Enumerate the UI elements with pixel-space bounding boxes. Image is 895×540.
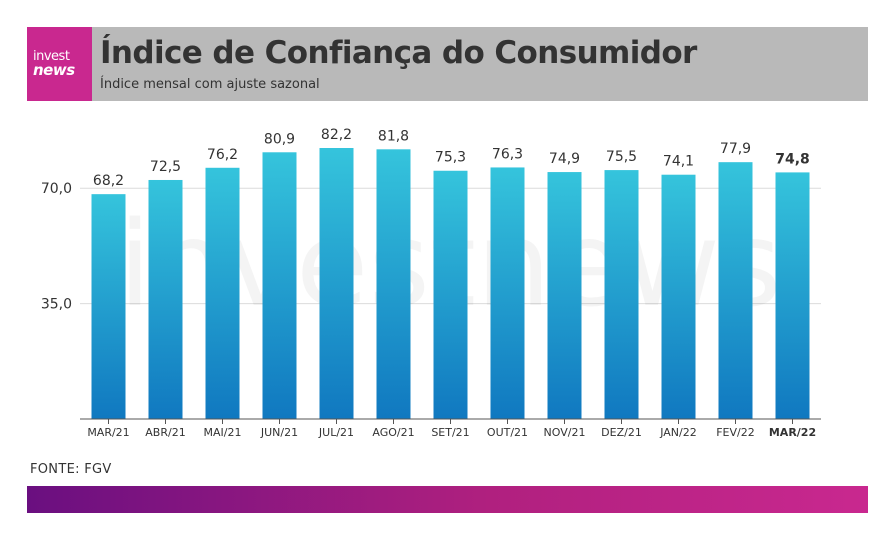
source-note: FONTE: FGV <box>30 462 112 477</box>
x-tick-label: JUN/21 <box>260 426 298 439</box>
investnews-logo: invest news <box>27 27 92 101</box>
bar-value-labels: 68,2 72,5 76,2 80,9 82,2 81,8 75,3 76,3 74,9 75,5… <box>93 127 810 189</box>
bar-value-label: 74,9 <box>549 151 580 167</box>
x-tick-label: MAI/21 <box>204 426 242 439</box>
x-tick-label: ABR/21 <box>145 426 185 439</box>
bar-value-label: 72,5 <box>150 159 181 175</box>
logo-line-invest: invest <box>33 49 70 64</box>
x-tick-label: MAR/21 <box>87 426 129 439</box>
bar <box>547 172 582 419</box>
footer-gradient-bar <box>27 486 868 513</box>
bar <box>661 174 696 419</box>
x-tick-label: DEZ/21 <box>601 426 642 439</box>
x-tick-label: JUL/21 <box>318 426 354 439</box>
bar-value-label: 76,3 <box>492 146 523 162</box>
bar <box>775 172 810 419</box>
bar <box>604 170 639 419</box>
chart-title: Índice de Confiança do Consumidor <box>100 35 697 71</box>
bar-value-label: 75,3 <box>435 150 466 166</box>
bar-value-label: 75,5 <box>606 149 637 165</box>
bar-value-label: 80,9 <box>264 131 295 147</box>
bar <box>319 148 354 419</box>
bar <box>718 162 753 419</box>
y-tick-label: 70,0 <box>41 181 72 197</box>
bar <box>376 149 411 420</box>
x-tick-label: FEV/22 <box>716 426 755 439</box>
bar-value-label: 76,2 <box>207 147 238 163</box>
x-tick-label: OUT/21 <box>487 426 528 439</box>
x-tick-label: JAN/22 <box>659 426 697 439</box>
bar-value-label: 81,8 <box>378 128 409 144</box>
bar-value-label: 68,2 <box>93 173 124 189</box>
x-tick-label: SET/21 <box>431 426 469 439</box>
bar-value-label: 74,8 <box>775 151 810 167</box>
bar-value-label: 82,2 <box>321 127 352 143</box>
bar <box>205 167 240 419</box>
y-axis-ticks: 35,0 70,0 <box>41 181 72 312</box>
bar <box>262 152 297 419</box>
logo-line-news: news <box>33 61 75 79</box>
bar-value-label: 74,1 <box>663 154 694 170</box>
bar <box>490 167 525 419</box>
bar <box>433 170 468 419</box>
y-tick-label: 35,0 <box>41 297 72 313</box>
bar <box>148 179 183 419</box>
bars <box>91 148 810 420</box>
x-tick-label: MAR/22 <box>769 426 816 439</box>
chart-header: invest news Índice de Confiança do Consu… <box>27 27 868 101</box>
bar <box>91 194 126 419</box>
x-tick-label: AGO/21 <box>372 426 414 439</box>
chart-subtitle: Índice mensal com ajuste sazonal <box>100 77 320 92</box>
bar-value-label: 77,9 <box>720 141 751 157</box>
x-tick-label: NOV/21 <box>544 426 586 439</box>
x-axis-ticks: MAR/21 ABR/21 MAI/21 JUN/21 JUL/21 AGO/21 SET/… <box>87 419 816 439</box>
